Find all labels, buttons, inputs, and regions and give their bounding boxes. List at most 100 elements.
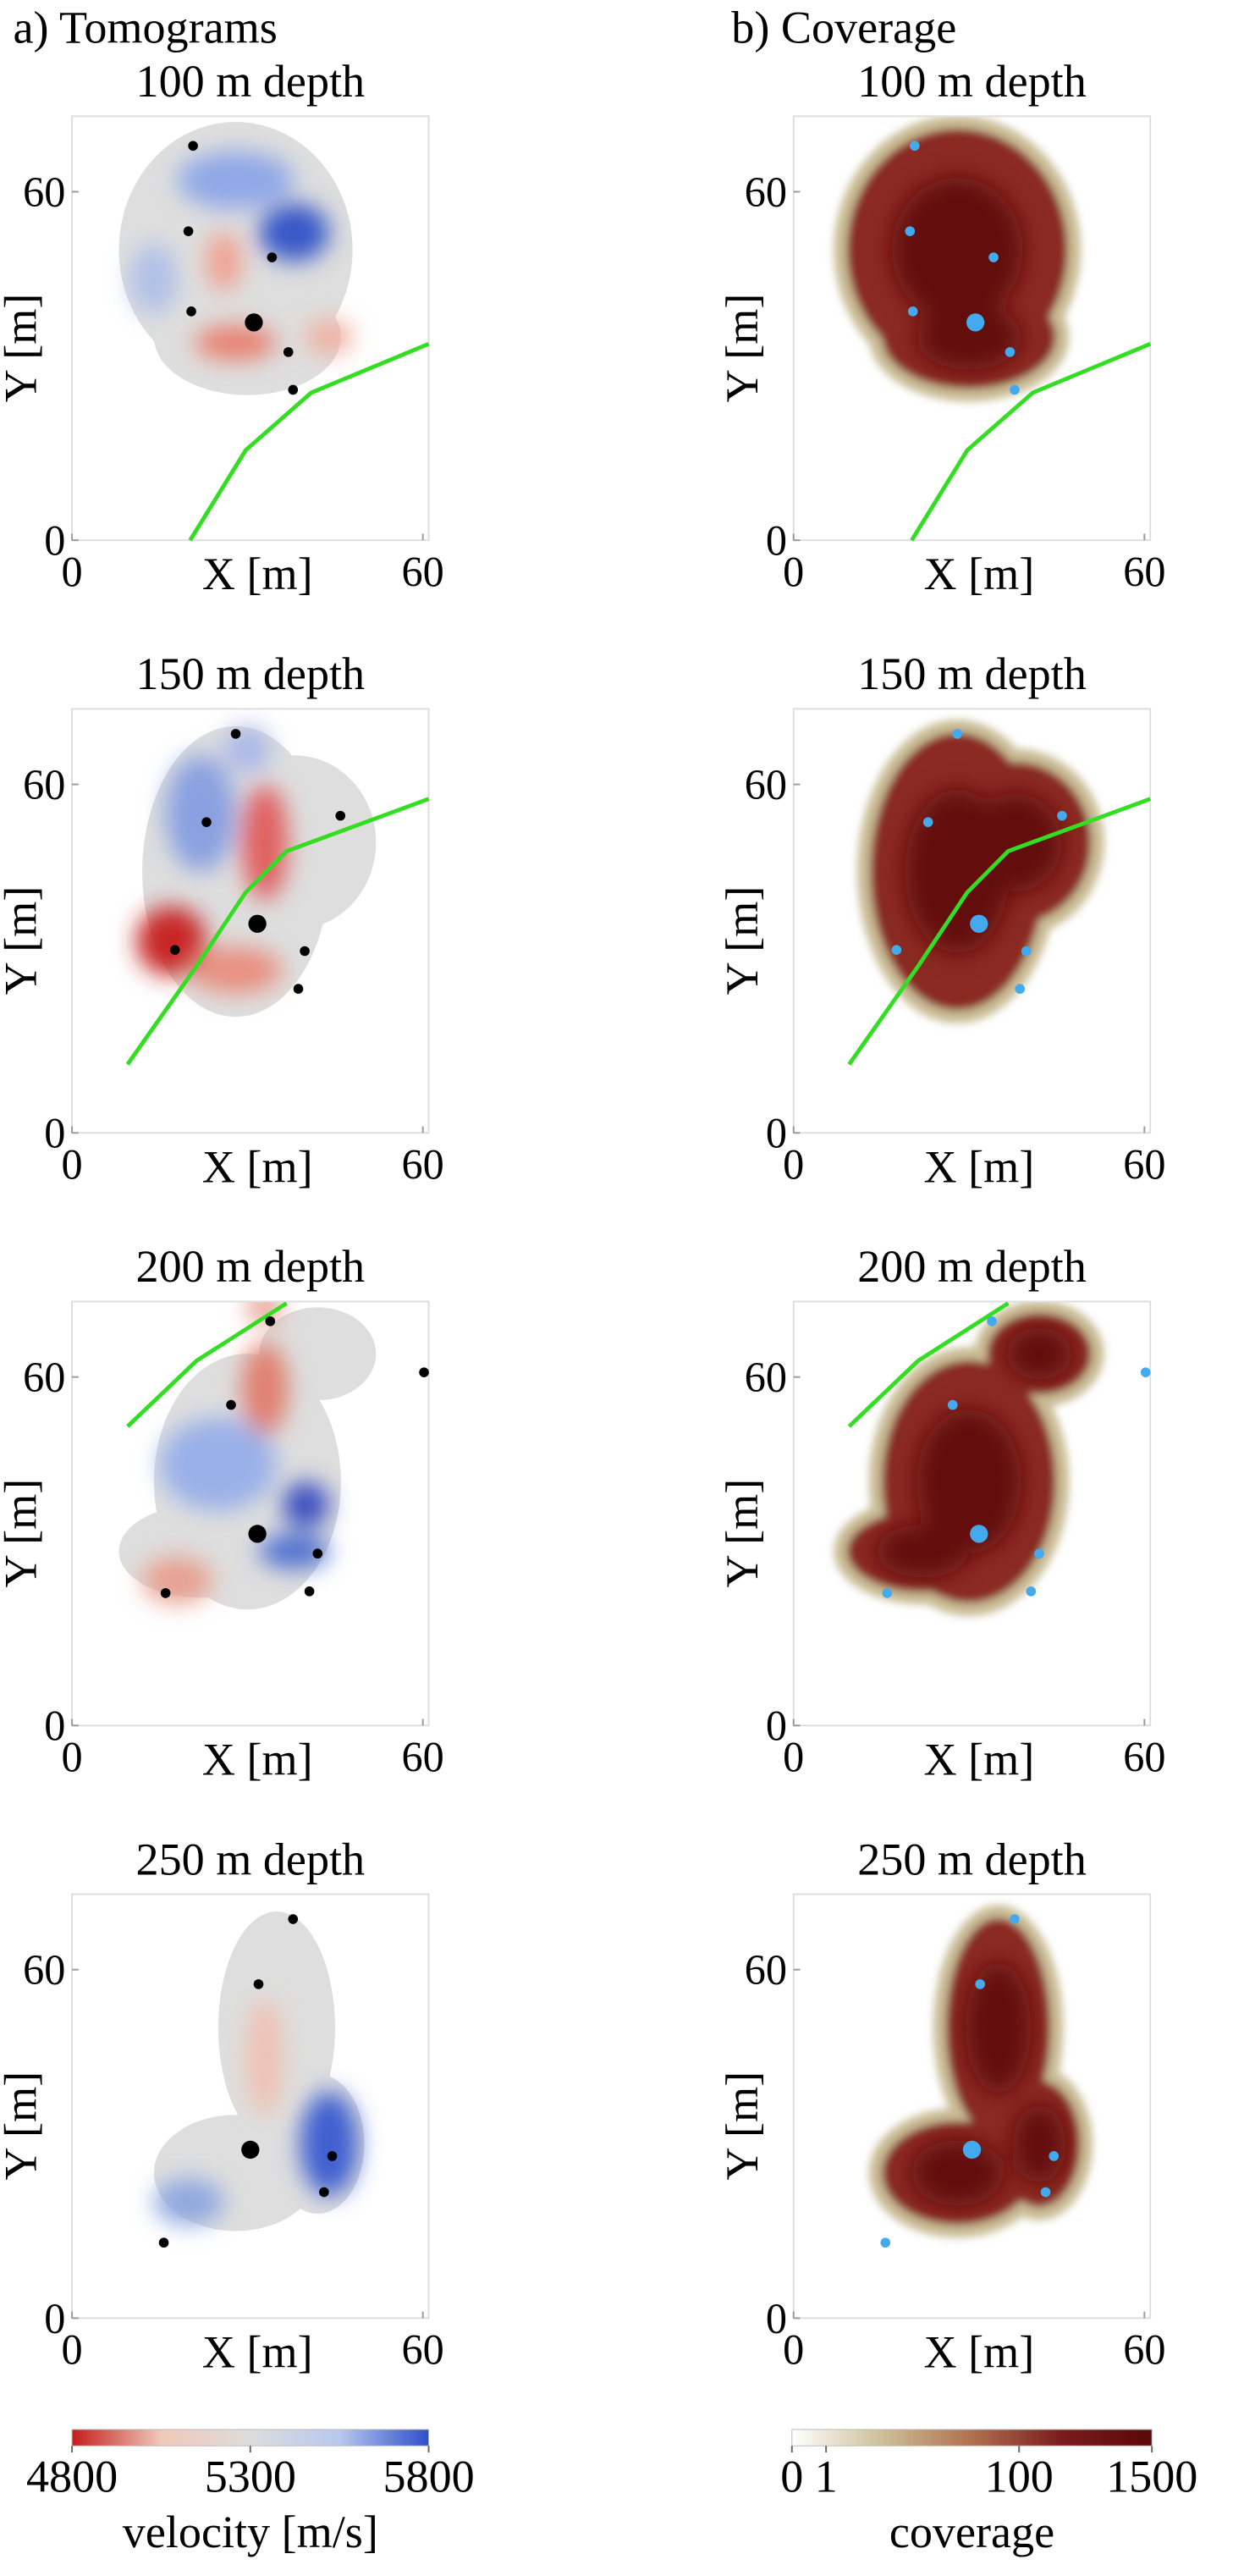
tomogram-anomalies	[142, 1301, 330, 1604]
coverage-core-blob	[891, 178, 1023, 323]
coverage-core-blob	[916, 304, 1021, 370]
borehole	[975, 1979, 985, 1989]
x-tick-label: 0	[62, 1733, 83, 1780]
tomogram-anomalies	[130, 151, 353, 361]
borehole	[922, 817, 933, 827]
borehole	[312, 1548, 323, 1559]
x-tick-label: 60	[402, 2326, 444, 2374]
fault-line	[847, 1301, 1010, 1428]
borehole	[335, 810, 346, 821]
borehole	[1015, 984, 1025, 994]
x-axis-label: X [m]	[924, 2326, 1035, 2377]
panel-label: b) Coverage	[731, 2, 956, 52]
y-tick-label: 0	[766, 517, 787, 565]
y-tick-label: 60	[23, 1354, 65, 1401]
x-tick-label: 60	[1123, 1733, 1165, 1780]
anomaly	[153, 2178, 224, 2226]
borehole	[288, 384, 299, 395]
coverage-core-blob	[965, 1961, 1032, 2093]
fault-line	[126, 1301, 288, 1428]
colorbar-tick-label: 0	[780, 2451, 803, 2502]
borehole	[1034, 1548, 1044, 1559]
y-tick-label: 0	[44, 2295, 65, 2342]
borehole	[880, 2237, 891, 2248]
borehole	[293, 984, 304, 994]
anomaly	[142, 1557, 212, 1604]
x-tick-label: 60	[1123, 548, 1165, 595]
x-tick-label: 60	[1123, 1140, 1165, 1188]
colorbar-tick-label: 1500	[1106, 2451, 1197, 2502]
plot-area	[857, 720, 1104, 1023]
borehole	[183, 226, 194, 236]
y-axis-label: Y [m]	[717, 1479, 768, 1588]
borehole	[891, 945, 902, 955]
y-axis-label: Y [m]	[0, 294, 47, 403]
axes-frame	[71, 115, 430, 542]
anomaly	[130, 244, 178, 314]
panel-title: 250 m depth	[136, 1834, 366, 1884]
y-axis-label: Y [m]	[717, 294, 768, 403]
plot-area	[118, 122, 353, 395]
plot-area	[834, 116, 1081, 402]
borehole	[1021, 946, 1032, 957]
borehole	[419, 1367, 429, 1377]
panel-title: 150 m depth	[136, 648, 366, 699]
borehole	[1026, 1586, 1037, 1597]
colorbar-tick-label: 1	[815, 2451, 838, 2502]
colorbar-tick-label: 4800	[26, 2451, 118, 2502]
borehole	[230, 729, 241, 739]
borehole	[188, 141, 198, 152]
anomaly	[259, 1533, 330, 1569]
borehole-main	[970, 914, 988, 933]
tomogram-anomalies	[153, 1998, 359, 2226]
y-axis-label: Y [m]	[0, 2071, 47, 2181]
borehole	[304, 1586, 315, 1597]
fault-line	[125, 797, 430, 1066]
panel-title: 200 m depth	[136, 1241, 366, 1292]
colorbar-label: velocity [m/s]	[123, 2507, 378, 2557]
x-tick-label: 0	[783, 2326, 804, 2374]
panel-title: 250 m depth	[857, 1834, 1087, 1884]
colorbar-label: coverage	[889, 2507, 1054, 2557]
anomaly	[195, 325, 277, 361]
borehole	[882, 1588, 893, 1598]
anomaly	[305, 319, 353, 355]
y-tick-label: 60	[745, 168, 787, 216]
y-tick-label: 60	[23, 761, 65, 808]
borehole-main	[245, 313, 263, 332]
y-tick-label: 0	[44, 1702, 65, 1750]
x-axis-label: X [m]	[202, 1734, 313, 1784]
tomogram-anomalies	[136, 725, 289, 994]
borehole-main	[241, 2140, 260, 2160]
borehole	[1010, 1914, 1020, 1924]
anomaly	[300, 2091, 359, 2197]
plot-area	[868, 1905, 1093, 2238]
y-tick-label: 0	[766, 1702, 787, 1750]
borehole	[267, 252, 278, 262]
borehole-main	[970, 1525, 988, 1543]
borehole	[160, 1588, 171, 1598]
anomaly	[165, 755, 236, 872]
anomaly	[159, 1417, 277, 1511]
borehole	[327, 2151, 338, 2161]
coverage-core	[891, 178, 1023, 370]
y-tick-label: 0	[766, 2295, 787, 2342]
colorbar-tick-label: 5800	[383, 2451, 474, 2502]
y-axis-label: Y [m]	[717, 886, 768, 996]
plot-area	[136, 725, 377, 1018]
y-tick-label: 0	[44, 1110, 65, 1157]
x-tick-label: 60	[402, 1140, 444, 1188]
fault-line	[910, 342, 1152, 542]
panel-title: 200 m depth	[857, 1241, 1087, 1292]
anomaly	[241, 1342, 289, 1436]
borehole	[265, 1316, 276, 1327]
x-tick-label: 60	[402, 1733, 444, 1780]
y-tick-label: 60	[745, 761, 787, 808]
colorbar-tick-label: 100	[985, 2451, 1054, 2502]
x-axis-label: X [m]	[202, 549, 313, 599]
plot-area	[834, 1301, 1104, 1616]
y-axis-label: Y [m]	[717, 2071, 768, 2181]
borehole-main	[966, 313, 985, 332]
borehole	[988, 252, 999, 262]
